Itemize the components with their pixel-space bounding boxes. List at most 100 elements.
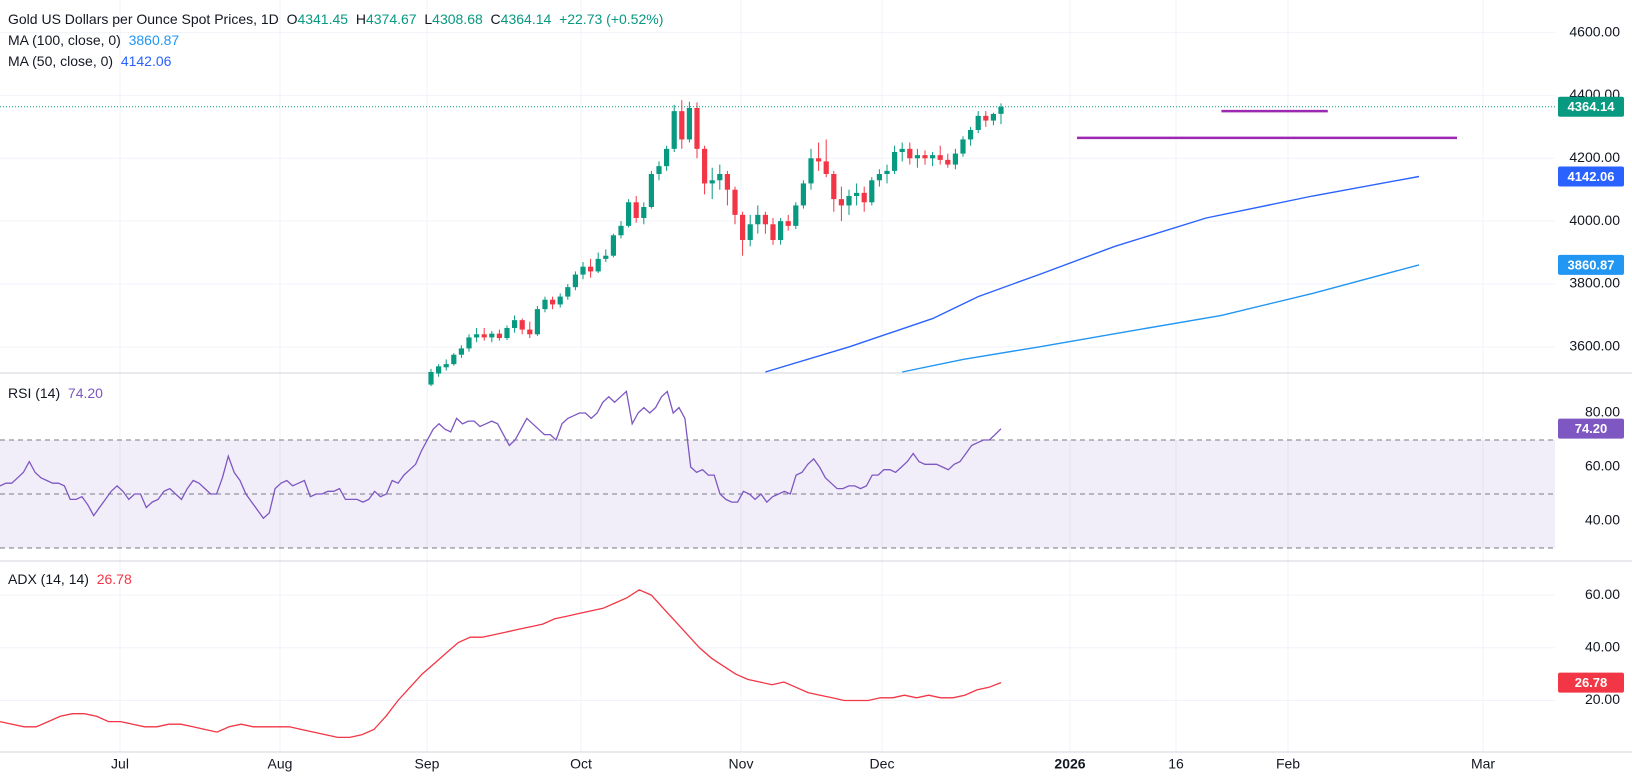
candle-body xyxy=(854,192,860,196)
rsi-tick-label: 60.00 xyxy=(1585,458,1620,474)
candle-body xyxy=(679,111,685,140)
candle-body xyxy=(648,174,654,207)
candle-body xyxy=(633,202,639,218)
candle-body xyxy=(610,235,616,256)
candle-body xyxy=(998,106,1004,114)
candle-body xyxy=(808,158,814,184)
candle-body xyxy=(952,153,958,165)
candle-body xyxy=(489,333,495,338)
candle-body xyxy=(922,155,928,159)
adx-pane xyxy=(0,589,1002,739)
open-value: 4341.45 xyxy=(297,11,349,27)
x-tick-label: Aug xyxy=(268,756,293,772)
low-value: 4308.68 xyxy=(432,11,483,27)
candle-body xyxy=(557,296,563,305)
candle-body xyxy=(884,170,890,174)
price-tick-label: 4600.00 xyxy=(1569,23,1620,39)
candle-body xyxy=(572,274,578,288)
candle-body xyxy=(945,159,951,165)
x-tick-label: Oct xyxy=(570,756,592,772)
rsi-label: RSI (14) xyxy=(8,385,61,401)
close-value: 4364.14 xyxy=(500,11,552,27)
candle-body xyxy=(732,189,738,215)
candle-body xyxy=(618,225,624,236)
candle-body xyxy=(914,155,920,159)
rsi-value: 74.20 xyxy=(67,385,103,401)
candle-body xyxy=(580,266,586,275)
candle-body xyxy=(466,337,472,349)
adx-tick-label: 40.00 xyxy=(1585,638,1620,654)
ma50-badge: 4142.06 xyxy=(1568,169,1615,184)
candle-body xyxy=(550,299,556,305)
candle-body xyxy=(481,334,487,338)
candle-body xyxy=(534,309,540,335)
x-tick-label: Dec xyxy=(870,756,895,772)
price-tick-label: 3800.00 xyxy=(1569,275,1620,291)
candle-body xyxy=(968,130,974,140)
candle-body xyxy=(838,199,844,206)
candle-body xyxy=(816,158,822,162)
adx-value: 26.78 xyxy=(96,571,132,587)
adx-tick-label: 60.00 xyxy=(1585,586,1620,602)
ma50-legend: MA (50, close, 0) 4142.06 xyxy=(8,53,171,69)
candle-body xyxy=(694,108,700,149)
candle-body xyxy=(626,202,632,226)
rsi-pane xyxy=(0,390,1555,549)
candle-body xyxy=(451,354,457,365)
rsi-badge-bg xyxy=(1558,418,1624,439)
candle-body xyxy=(975,115,981,130)
open-label: O xyxy=(286,11,298,27)
candle-body xyxy=(474,334,480,338)
x-tick-label: Feb xyxy=(1276,756,1300,772)
candle-body xyxy=(436,366,442,374)
gridlines xyxy=(0,0,1632,753)
adx-label: ADX (14, 14) xyxy=(8,571,89,587)
candle-body xyxy=(527,329,533,335)
candle-body xyxy=(496,333,502,339)
candle-body xyxy=(458,348,464,355)
candle-body xyxy=(831,174,837,200)
ma100-legend: MA (100, close, 0) 3860.87 xyxy=(8,32,179,48)
candle-body xyxy=(846,196,852,206)
last-price-badge: 4364.14 xyxy=(1568,99,1616,114)
candle-body xyxy=(800,183,806,206)
price-pane xyxy=(0,100,1555,387)
candle-body xyxy=(512,320,518,328)
candle-body xyxy=(664,148,670,167)
candle-body xyxy=(869,180,875,203)
candle-body xyxy=(656,166,662,174)
rsi-line xyxy=(0,390,1002,520)
candle-body xyxy=(519,320,525,330)
high-label: H xyxy=(355,11,366,27)
candle-body xyxy=(823,161,829,174)
x-tick-label: Mar xyxy=(1471,756,1495,772)
ma50-badge-bg xyxy=(1558,166,1624,187)
main-legend: Gold US Dollars per Ounce Spot Prices, 1… xyxy=(8,11,663,27)
rsi-badge: 74.20 xyxy=(1575,421,1608,436)
candle-body xyxy=(428,372,434,385)
close-label: C xyxy=(490,11,501,27)
candle-body xyxy=(565,287,571,297)
candle-body xyxy=(770,224,776,240)
axes: Jul Aug Sep Oct Nov Dec 2026 16 Feb Mar 3600.00 380… xyxy=(111,23,1624,772)
candle-body xyxy=(671,111,677,149)
adx-badge-bg xyxy=(1558,672,1624,693)
candle-body xyxy=(717,174,723,181)
candle-body xyxy=(990,113,996,121)
adx-legend: ADX (14, 14) 26.78 xyxy=(8,571,132,587)
candle-body xyxy=(686,108,692,140)
candle-body xyxy=(588,266,594,272)
ma100-label: MA (100, close, 0) xyxy=(8,32,121,48)
candle-body xyxy=(747,224,753,240)
rsi-tick-label: 40.00 xyxy=(1585,512,1620,528)
ma100-value: 3860.87 xyxy=(128,32,180,48)
candle-body xyxy=(785,221,791,226)
ma100-badge-bg xyxy=(1558,254,1624,275)
candle-body xyxy=(724,174,730,190)
last-price-badge-bg xyxy=(1558,96,1624,117)
candle-body xyxy=(930,155,936,159)
low-label: L xyxy=(424,11,433,27)
candle-body xyxy=(443,364,449,368)
x-tick-label: 16 xyxy=(1168,756,1184,772)
